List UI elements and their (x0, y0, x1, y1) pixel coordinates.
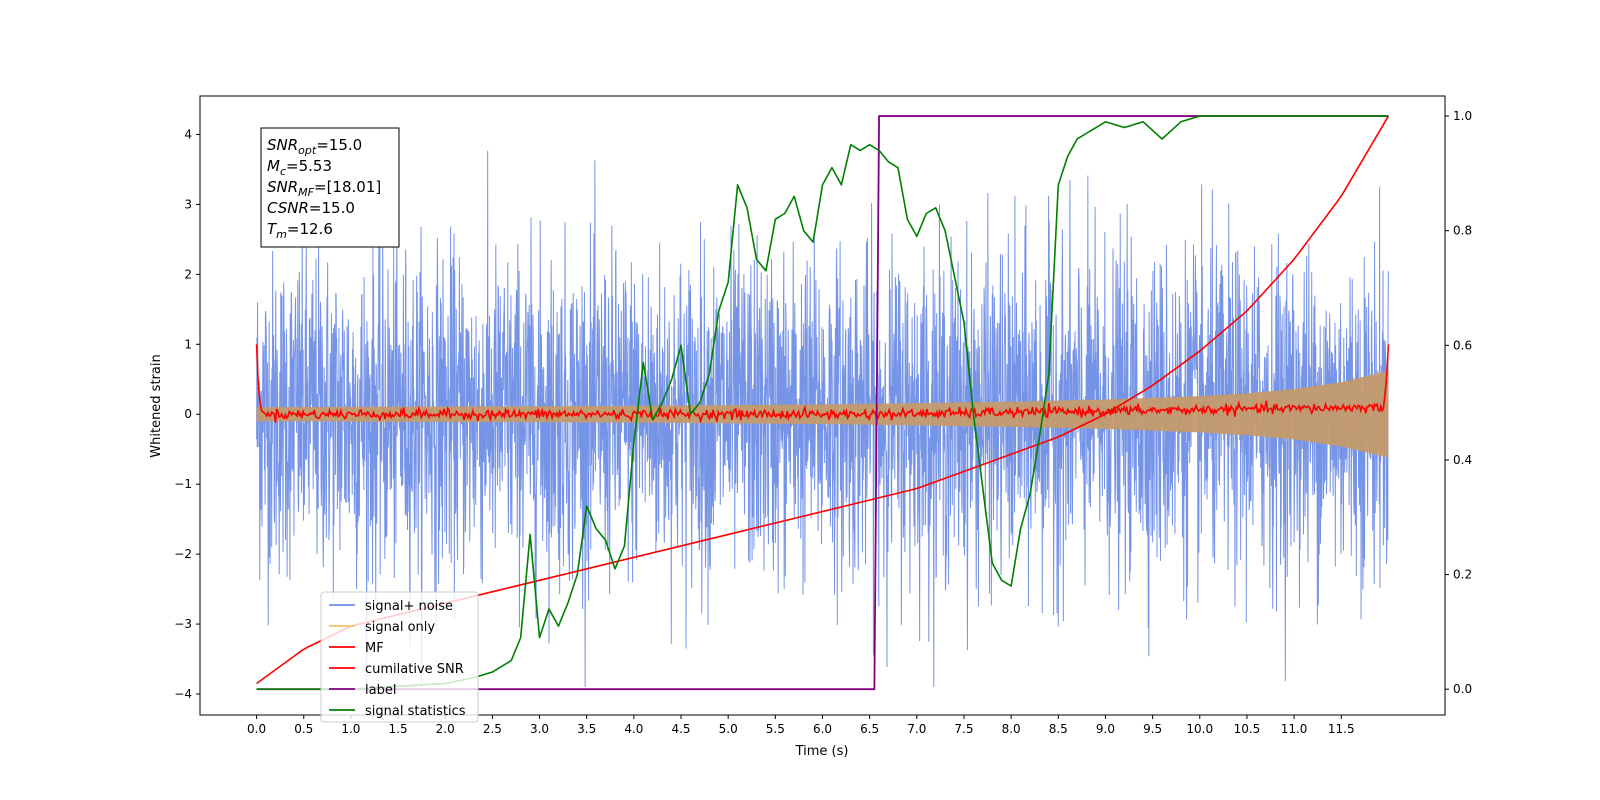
y-axis-right: 1.0 0.8 0.6 0.4 0.2 0.0 (1445, 109, 1472, 696)
y-tick-label: −2 (174, 547, 192, 561)
x-tick-label: 5.0 (719, 722, 738, 736)
y-tick-label: 0 (184, 407, 192, 421)
x-tick-label: 6.0 (813, 722, 832, 736)
series-label (256, 115, 1389, 691)
x-tick-label: 10.0 (1186, 722, 1213, 736)
y2-tick-label: 0.0 (1453, 682, 1472, 696)
y-tick-label: 4 (184, 127, 192, 141)
legend-entry: label (365, 683, 396, 698)
x-tick-label: 9.0 (1096, 722, 1115, 736)
x-tick-label: 2.5 (483, 722, 502, 736)
x-tick-label: 1.5 (389, 722, 408, 736)
y-axis-left: 4 3 2 1 0 −1 −2 −3 −4 (174, 127, 200, 701)
legend-entry: cumilative SNR (365, 662, 464, 677)
x-tick-label: 4.5 (671, 722, 690, 736)
y2-tick-label: 1.0 (1453, 109, 1472, 123)
stats-line: SNRMF=[18.01] (267, 178, 381, 199)
legend-entry: signal+ noise (365, 599, 453, 614)
x-tick-label: 11.0 (1281, 722, 1308, 736)
y-tick-label: 2 (184, 267, 192, 281)
series-signal-noise (256, 150, 1389, 688)
x-tick-label: 7.5 (954, 722, 973, 736)
series-signal-statistics (256, 115, 1389, 691)
legend-entry: signal only (365, 620, 435, 635)
x-tick-label: 11.5 (1328, 722, 1355, 736)
y2-tick-label: 0.4 (1453, 453, 1472, 467)
x-tick-label: 8.5 (1049, 722, 1068, 736)
legend-frame (320, 591, 479, 723)
x-tick-label: 8.0 (1002, 722, 1021, 736)
x-axis-label: Time (s) (795, 744, 849, 759)
x-tick-label: 2.0 (436, 722, 455, 736)
y2-tick-label: 0.8 (1453, 224, 1472, 238)
legend-entry: MF (365, 641, 384, 656)
x-tick-label: 4.0 (624, 722, 643, 736)
stats-box-frame (260, 127, 400, 248)
series-mf (255, 344, 1390, 424)
y-tick-label: −4 (174, 687, 192, 701)
legend-entry: signal statistics (365, 704, 466, 719)
stats-line: CSNR=15.0 (267, 199, 355, 217)
x-tick-label: 10.5 (1234, 722, 1261, 736)
x-tick-label: 5.5 (766, 722, 785, 736)
x-tick-label: 3.5 (577, 722, 596, 736)
stats-box: SNRopt=15.0Mc=5.53SNRMF=[18.01]CSNR=15.0… (260, 127, 400, 248)
x-tick-label: 7.0 (907, 722, 926, 736)
stats-line: Mc=5.53 (267, 157, 332, 178)
x-tick-label: 9.5 (1143, 722, 1162, 736)
y-tick-label: −1 (174, 477, 192, 491)
stats-line: SNRopt=15.0 (267, 136, 362, 157)
x-tick-label: 6.5 (860, 722, 879, 736)
y-tick-label: −3 (174, 617, 192, 631)
x-tick-label: 3.0 (530, 722, 549, 736)
legend: signal+ noise signal only MF cumilative SNR… (320, 591, 479, 723)
y-tick-label: 3 (184, 197, 192, 211)
x-tick-label: 0.0 (247, 722, 266, 736)
y-tick-label: 1 (184, 337, 192, 351)
x-axis: 0.0 0.5 1.0 1.5 2.0 2.5 3.0 3.5 4.0 4.5 5.0 5.5 6.0 6… (247, 715, 1355, 736)
y2-tick-label: 0.6 (1453, 338, 1472, 352)
x-tick-label: 0.5 (294, 722, 313, 736)
y-axis-label: Whitened strain (149, 354, 164, 457)
x-tick-label: 1.0 (341, 722, 360, 736)
y2-tick-label: 0.2 (1453, 568, 1472, 582)
stats-line: Tm=12.6 (267, 220, 333, 241)
